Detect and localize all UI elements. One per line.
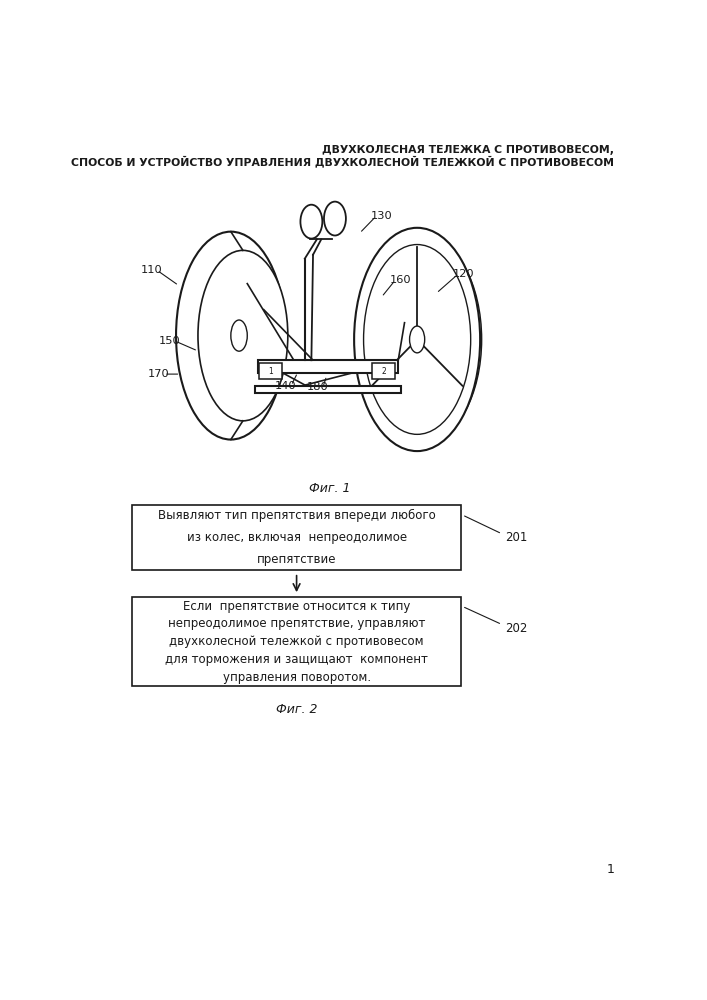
Text: 110: 110 xyxy=(141,265,163,275)
Bar xyxy=(255,386,401,393)
Text: 130: 130 xyxy=(370,211,392,221)
Text: 140: 140 xyxy=(275,381,296,391)
Text: Выявляют тип препятствия впереди любого: Выявляют тип препятствия впереди любого xyxy=(158,509,436,522)
Ellipse shape xyxy=(198,250,288,421)
Bar xyxy=(373,363,395,379)
Text: 202: 202 xyxy=(505,622,527,635)
Ellipse shape xyxy=(409,326,425,353)
Bar xyxy=(258,360,398,373)
Text: Фиг. 1: Фиг. 1 xyxy=(309,482,350,495)
Ellipse shape xyxy=(363,245,471,434)
Text: 170: 170 xyxy=(148,369,170,379)
Ellipse shape xyxy=(176,232,286,440)
Text: ДВУХКОЛЕСНАЯ ТЕЛЕЖКА С ПРОТИВОВЕСОМ,: ДВУХКОЛЕСНАЯ ТЕЛЕЖКА С ПРОТИВОВЕСОМ, xyxy=(322,145,614,155)
Ellipse shape xyxy=(300,205,322,239)
Text: препятствие: препятствие xyxy=(257,553,337,566)
Bar xyxy=(132,597,461,686)
Ellipse shape xyxy=(324,202,346,235)
Text: двухколесной тележкой с противовесом: двухколесной тележкой с противовесом xyxy=(169,635,424,648)
Text: 160: 160 xyxy=(390,275,411,285)
Text: 201: 201 xyxy=(505,531,527,544)
Text: 2: 2 xyxy=(382,367,386,376)
Text: СПОСОБ И УСТРОЙСТВО УПРАВЛЕНИЯ ДВУХКОЛЕСНОЙ ТЕЛЕЖКОЙ С ПРОТИВОВЕСОМ: СПОСОБ И УСТРОЙСТВО УПРАВЛЕНИЯ ДВУХКОЛЕС… xyxy=(71,155,614,167)
Text: 1: 1 xyxy=(607,863,614,876)
Text: непреодолимое препятствие, управляют: непреодолимое препятствие, управляют xyxy=(168,617,426,630)
Text: управления поворотом.: управления поворотом. xyxy=(223,671,370,684)
Bar xyxy=(259,363,282,379)
Text: для торможения и защищают  компонент: для торможения и защищают компонент xyxy=(165,653,428,666)
Text: 180: 180 xyxy=(307,382,328,392)
Text: из колес, включая  непреодолимое: из колес, включая непреодолимое xyxy=(187,531,407,544)
Ellipse shape xyxy=(354,228,480,451)
Ellipse shape xyxy=(231,320,247,351)
Text: 1: 1 xyxy=(269,367,273,376)
Text: Фиг. 2: Фиг. 2 xyxy=(276,703,317,716)
Text: 120: 120 xyxy=(453,269,474,279)
Bar xyxy=(132,505,461,570)
Text: 150: 150 xyxy=(158,336,180,346)
Text: Если  препятствие относится к типу: Если препятствие относится к типу xyxy=(183,600,410,613)
